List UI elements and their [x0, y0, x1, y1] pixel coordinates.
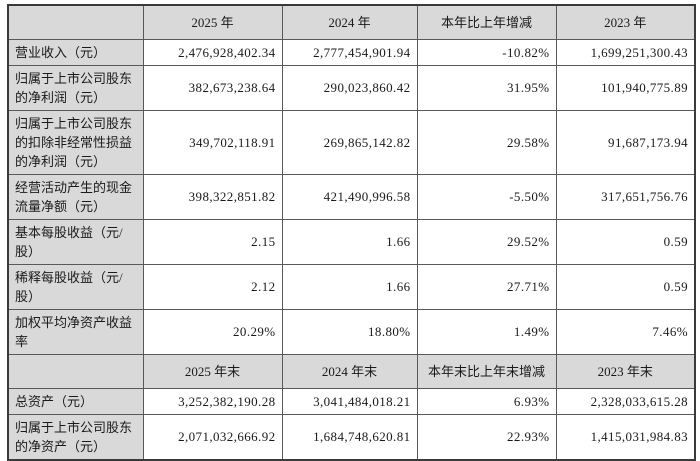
row-label: 基本每股收益（元/股） — [7, 218, 144, 265]
row-operating-cash-flow: 经营活动产生的现金流量净额（元） 398,322,851.82 421,490,… — [7, 173, 696, 220]
value-cell: 2,476,928,402.34 — [142, 38, 283, 66]
value-cell: 7.46% — [555, 308, 696, 355]
value-cell: 349,702,118.91 — [142, 109, 283, 175]
header-yearend-change: 本年末比上年末增减 — [416, 353, 557, 389]
row-net-assets: 归属于上市公司股东的净资产（元） 2,071,032,666.92 1,684,… — [7, 413, 696, 460]
value-cell: 269,865,142.82 — [281, 109, 418, 175]
value-cell: 1,684,748,620.81 — [281, 413, 418, 460]
row-label: 加权平均净资产收益率 — [7, 308, 144, 355]
value-cell: 1,415,031,984.83 — [555, 413, 696, 460]
value-cell: 317,651,756.76 — [555, 173, 696, 220]
value-cell: 31.95% — [416, 64, 557, 111]
header-2025: 2025 年 — [142, 4, 283, 40]
annual-header-row: 2025 年 2024 年 本年比上年增减 2023 年 — [7, 4, 696, 40]
value-cell: -5.50% — [416, 173, 557, 220]
row-label: 归属于上市公司股东的净利润（元） — [7, 64, 144, 111]
header-yoy-change: 本年比上年增减 — [416, 4, 557, 40]
header-blank-cell — [7, 353, 144, 389]
value-cell: 1.49% — [416, 308, 557, 355]
value-cell: 27.71% — [416, 263, 557, 310]
value-cell: 2.12 — [142, 263, 283, 310]
value-cell: 2,777,454,901.94 — [281, 38, 418, 66]
row-label: 经营活动产生的现金流量净额（元） — [7, 173, 144, 220]
value-cell: 20.29% — [142, 308, 283, 355]
value-cell: 382,673,238.64 — [142, 64, 283, 111]
financial-report-page: 2025 年 2024 年 本年比上年增减 2023 年 营业收入（元） 2,4… — [7, 4, 696, 461]
row-label: 归属于上市公司股东的净资产（元） — [7, 413, 144, 460]
value-cell: 290,023,860.42 — [281, 64, 418, 111]
row-operating-revenue: 营业收入（元） 2,476,928,402.34 2,777,454,901.9… — [7, 38, 696, 66]
value-cell: 3,252,382,190.28 — [142, 387, 283, 415]
row-basic-eps: 基本每股收益（元/股） 2.15 1.66 29.52% 0.59 — [7, 218, 696, 265]
row-label: 归属于上市公司股东的扣除非经常性损益的净利润（元） — [7, 109, 144, 175]
value-cell: 29.58% — [416, 109, 557, 175]
row-diluted-eps: 稀释每股收益（元/股） 2.12 1.66 27.71% 0.59 — [7, 263, 696, 310]
value-cell: -10.82% — [416, 38, 557, 66]
header-2024: 2024 年 — [281, 4, 418, 40]
value-cell: 101,940,775.89 — [555, 64, 696, 111]
header-2025-end: 2025 年末 — [142, 353, 283, 389]
value-cell: 0.59 — [555, 263, 696, 310]
value-cell: 1,699,251,300.43 — [555, 38, 696, 66]
value-cell: 421,490,996.58 — [281, 173, 418, 220]
row-label: 营业收入（元） — [7, 38, 144, 66]
value-cell: 0.59 — [555, 218, 696, 265]
value-cell: 22.93% — [416, 413, 557, 460]
year-end-header-row: 2025 年末 2024 年末 本年末比上年末增减 2023 年末 — [7, 353, 696, 389]
value-cell: 2,071,032,666.92 — [142, 413, 283, 460]
header-2023-end: 2023 年末 — [555, 353, 696, 389]
value-cell: 29.52% — [416, 218, 557, 265]
value-cell: 91,687,173.94 — [555, 109, 696, 175]
value-cell: 398,322,851.82 — [142, 173, 283, 220]
row-weighted-avg-roe: 加权平均净资产收益率 20.29% 18.80% 1.49% 7.46% — [7, 308, 696, 355]
row-net-profit: 归属于上市公司股东的净利润（元） 382,673,238.64 290,023,… — [7, 64, 696, 111]
header-2023: 2023 年 — [555, 4, 696, 40]
value-cell: 1.66 — [281, 263, 418, 310]
row-total-assets: 总资产（元） 3,252,382,190.28 3,041,484,018.21… — [7, 387, 696, 415]
value-cell: 3,041,484,018.21 — [281, 387, 418, 415]
value-cell: 2,328,033,615.28 — [555, 387, 696, 415]
row-label: 稀释每股收益（元/股） — [7, 263, 144, 310]
value-cell: 2.15 — [142, 218, 283, 265]
value-cell: 18.80% — [281, 308, 418, 355]
row-net-profit-excl-nonrecurring: 归属于上市公司股东的扣除非经常性损益的净利润（元） 349,702,118.91… — [7, 109, 696, 175]
financial-summary-table: 2025 年 2024 年 本年比上年增减 2023 年 营业收入（元） 2,4… — [7, 4, 696, 461]
header-blank-cell — [7, 4, 144, 40]
value-cell: 6.93% — [416, 387, 557, 415]
row-label: 总资产（元） — [7, 387, 144, 415]
header-2024-end: 2024 年末 — [281, 353, 418, 389]
value-cell: 1.66 — [281, 218, 418, 265]
